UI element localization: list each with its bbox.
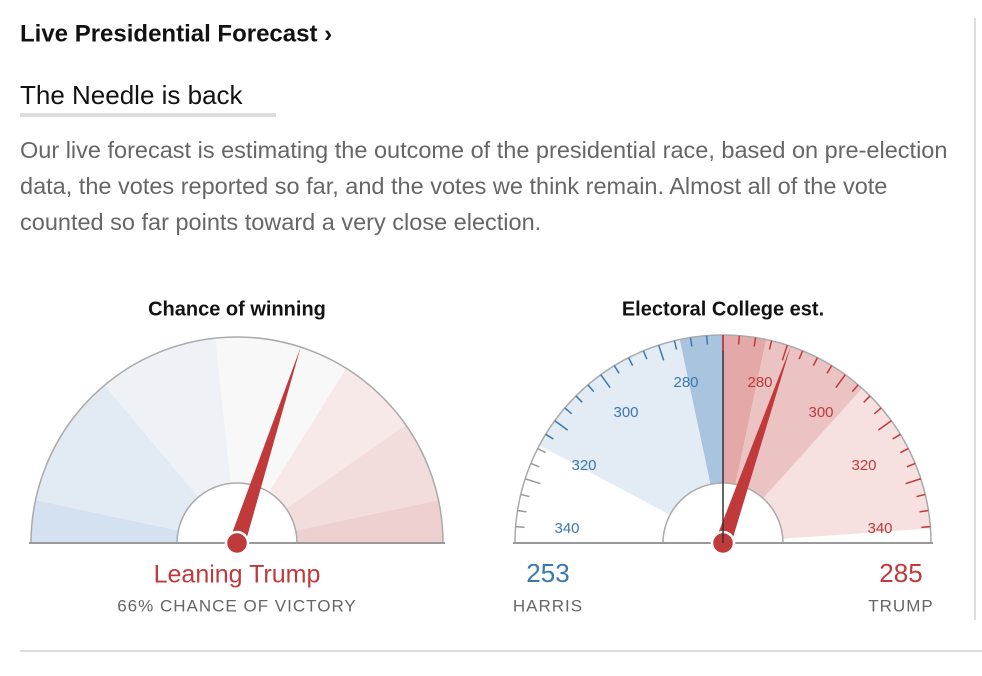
tick bbox=[627, 357, 634, 367]
status: Leaning Trump bbox=[154, 561, 321, 589]
outline bbox=[30, 336, 444, 544]
tick bbox=[537, 447, 547, 454]
tick bbox=[545, 433, 554, 440]
trump-value: 285 bbox=[879, 558, 922, 588]
tick bbox=[515, 525, 525, 529]
tick bbox=[851, 384, 859, 393]
tick bbox=[873, 407, 882, 415]
harris-name: HARRIS bbox=[513, 596, 583, 615]
harris-tick-label: 340 bbox=[554, 520, 579, 537]
trump-tick-label: 320 bbox=[851, 457, 876, 474]
tick bbox=[524, 478, 541, 485]
tick bbox=[798, 350, 804, 360]
tick bbox=[877, 420, 892, 431]
tick bbox=[587, 384, 595, 393]
tick bbox=[642, 350, 648, 360]
segment bbox=[35, 385, 238, 543]
hub bbox=[176, 482, 298, 544]
tick bbox=[737, 335, 741, 345]
title[interactable]: Live Presidential Forecast › bbox=[20, 20, 332, 47]
trump-name: TRUMP bbox=[868, 596, 933, 615]
tick bbox=[600, 374, 611, 389]
segment bbox=[539, 339, 723, 543]
gauge-title: Electoral College est. bbox=[622, 298, 824, 320]
segment bbox=[723, 339, 863, 543]
trump-tick-label: 300 bbox=[808, 404, 833, 421]
subtitle[interactable]: The Needle is back bbox=[20, 80, 244, 110]
desc-box: Our live forecast is estimating the outc… bbox=[20, 137, 948, 235]
tick bbox=[564, 407, 573, 415]
harris-value: 253 bbox=[526, 558, 569, 588]
tick bbox=[921, 525, 931, 529]
tick bbox=[835, 374, 846, 389]
tick bbox=[781, 344, 788, 361]
tick bbox=[899, 447, 909, 454]
tick bbox=[863, 395, 871, 403]
harris-tick-label: 280 bbox=[673, 374, 698, 391]
segment bbox=[723, 388, 931, 543]
tick bbox=[613, 365, 620, 374]
tick bbox=[673, 340, 678, 350]
needle-hub bbox=[224, 530, 250, 556]
electoral-gauge: 280 300 320 340 280 300 320 340 bbox=[513, 334, 933, 556]
needle bbox=[229, 347, 301, 546]
tick bbox=[517, 509, 527, 513]
tick bbox=[520, 493, 530, 498]
tick bbox=[812, 357, 819, 367]
description: Our live forecast is estimating the outc… bbox=[20, 137, 948, 235]
trump-tick-label: 340 bbox=[867, 520, 892, 537]
needle bbox=[715, 346, 791, 546]
tick bbox=[768, 340, 773, 350]
segment bbox=[104, 338, 237, 543]
tick bbox=[658, 344, 665, 361]
detail: 66% CHANCE OF VICTORY bbox=[117, 596, 357, 615]
tick bbox=[554, 420, 569, 431]
chance-gauge bbox=[29, 336, 445, 556]
harris-tick-label: 300 bbox=[613, 404, 638, 421]
tick bbox=[906, 462, 916, 468]
trump-tick-label: 280 bbox=[747, 374, 772, 391]
harris-tick-label: 320 bbox=[571, 457, 596, 474]
tick bbox=[919, 509, 929, 513]
tick bbox=[705, 335, 709, 345]
tick bbox=[905, 478, 922, 485]
tick bbox=[575, 395, 583, 403]
tick bbox=[530, 462, 540, 468]
tick bbox=[689, 337, 693, 347]
gauge-title: Chance of winning bbox=[148, 298, 326, 320]
tick bbox=[753, 337, 757, 347]
underline bbox=[20, 113, 276, 117]
tick bbox=[892, 433, 901, 440]
tick bbox=[826, 365, 833, 374]
tick bbox=[916, 493, 926, 498]
